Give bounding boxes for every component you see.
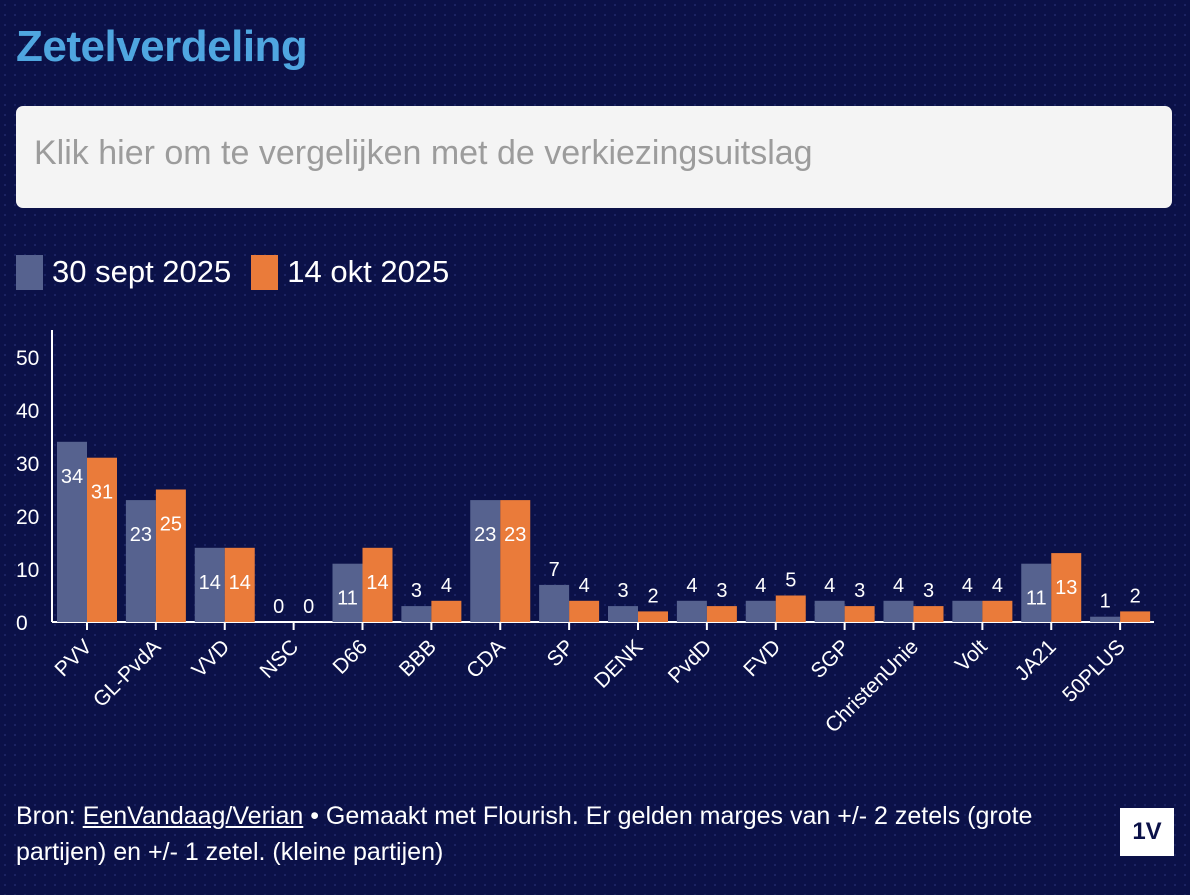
bar-CDA-series-1	[470, 500, 501, 622]
data-label-CDA-series-1: 23	[474, 524, 496, 546]
bar-GL-PvdA-series-2	[155, 489, 186, 622]
x-category-label-JA21: JA21	[1011, 635, 1061, 685]
data-label-DENK-series-1: 3	[617, 580, 628, 602]
bar-SGP-series-2	[844, 606, 875, 622]
footer-text: • Gemaakt met Flourish. Er gelden marges…	[16, 802, 1033, 866]
data-label-D66-series-2: 14	[366, 572, 388, 594]
x-category-label-FVD: FVD	[739, 635, 785, 681]
bar-JA21-series-1	[1021, 563, 1052, 622]
x-category-label-DENK: DENK	[590, 635, 648, 693]
bar-VVD-series-2	[224, 547, 255, 622]
bar-BBB-series-1	[401, 606, 432, 622]
data-label-DENK-series-2: 2	[647, 585, 658, 607]
legend-swatch-series-1	[16, 254, 43, 290]
bar-SP-series-1	[539, 584, 570, 622]
data-label-50PLUS-series-1: 1	[1100, 591, 1111, 613]
data-label-D66-series-1: 11	[337, 588, 358, 610]
x-category-label-SP: SP	[543, 635, 579, 671]
bar-SP-series-2	[569, 600, 600, 622]
bar-PVV-series-2	[87, 457, 117, 622]
bar-PvdD-series-2	[706, 606, 737, 622]
eenvandaag-logo: 1V	[1120, 808, 1174, 856]
page-title: Zetelverdeling	[16, 22, 308, 71]
data-label-SGP-series-1: 4	[824, 575, 835, 597]
bar-VVD-series-1	[194, 547, 225, 622]
bar-PVV-series-1	[57, 441, 87, 622]
data-label-PVV-series-2: 31	[91, 482, 113, 504]
bar-D66-series-2	[362, 547, 393, 622]
bar-50PLUS-series-2	[1120, 611, 1151, 622]
data-label-FVD-series-1: 4	[755, 575, 766, 597]
y-tick-label-0: 0	[16, 612, 28, 635]
data-label-GL-PvdA-series-2: 25	[160, 514, 182, 536]
data-label-PvdD-series-1: 4	[686, 575, 697, 597]
data-label-FVD-series-2: 5	[785, 570, 796, 592]
bar-CDA-series-2	[500, 500, 531, 622]
legend-swatch-series-2	[251, 254, 279, 290]
bar-50PLUS-series-1	[1090, 616, 1121, 622]
bar-JA21-series-2	[1051, 553, 1082, 622]
data-label-JA21-series-1: 11	[1026, 588, 1047, 610]
x-category-label-NSC: NSC	[256, 635, 304, 683]
compare-election-result-button[interactable]: Klik hier om te vergelijken met de verki…	[16, 106, 1172, 208]
x-category-label-BBB: BBB	[395, 635, 441, 681]
x-category-label-D66: D66	[329, 635, 373, 679]
y-tick-label-20: 20	[16, 506, 39, 529]
bar-FVD-series-2	[775, 595, 806, 622]
data-label-PVV-series-1: 34	[61, 466, 83, 488]
data-label-JA21-series-2: 13	[1055, 577, 1077, 599]
legend-label-series-1: 30 sept 2025	[52, 254, 232, 289]
data-label-NSC-series-2: 0	[303, 596, 314, 618]
data-label-Volt-series-1: 4	[962, 575, 973, 597]
source-link[interactable]: EenVandaag/Verian	[82, 802, 304, 830]
data-label-NSC-series-1: 0	[273, 596, 284, 618]
data-label-PvdD-series-2: 3	[716, 580, 727, 602]
x-category-label-VVD: VVD	[187, 635, 234, 682]
x-category-label-PvdD: PvdD	[664, 635, 717, 688]
data-label-SP-series-2: 4	[579, 575, 590, 597]
y-tick-label-30: 30	[16, 453, 39, 476]
bar-DENK-series-2	[638, 611, 668, 622]
bar-DENK-series-1	[608, 606, 638, 622]
data-label-BBB-series-2: 4	[441, 575, 452, 597]
bar-D66-series-1	[332, 563, 363, 622]
bar-Volt-series-2	[982, 600, 1013, 622]
data-label-SP-series-1: 7	[549, 559, 560, 581]
chart-legend: 30 sept 2025 14 okt 2025	[16, 254, 469, 290]
footer-note: Bron: EenVandaag/Verian • Gemaakt met Fl…	[16, 798, 1106, 870]
x-category-label-Volt: Volt	[951, 635, 992, 676]
y-tick-label-50: 50	[16, 347, 39, 370]
data-label-CDA-series-2: 23	[504, 524, 526, 546]
bar-GL-PvdA-series-1	[125, 500, 156, 622]
data-label-SGP-series-2: 3	[854, 580, 865, 602]
data-label-50PLUS-series-2: 2	[1130, 585, 1141, 607]
x-category-label-CDA: CDA	[462, 635, 510, 683]
bar-BBB-series-2	[431, 600, 462, 622]
data-label-ChristenUnie-series-2: 3	[923, 580, 934, 602]
data-label-BBB-series-1: 3	[411, 580, 422, 602]
legend-label-series-2: 14 okt 2025	[287, 254, 450, 289]
x-category-label-SGP: SGP	[807, 635, 855, 683]
x-category-label-50PLUS: 50PLUS	[1058, 635, 1130, 707]
bar-Volt-series-1	[952, 600, 983, 622]
x-category-label-PVV: PVV	[51, 635, 97, 681]
y-tick-label-10: 10	[16, 559, 39, 582]
bar-ChristenUnie-series-2	[913, 606, 944, 622]
bar-ChristenUnie-series-1	[883, 600, 914, 622]
footer-prefix: Bron:	[16, 802, 83, 830]
data-label-VVD-series-2: 14	[229, 572, 251, 594]
data-label-ChristenUnie-series-1: 4	[893, 575, 904, 597]
bar-SGP-series-1	[814, 600, 845, 622]
data-label-GL-PvdA-series-1: 23	[130, 524, 152, 546]
legend-item-series-1[interactable]: 30 sept 2025	[16, 254, 231, 290]
data-label-VVD-series-1: 14	[199, 572, 221, 594]
legend-item-series-2[interactable]: 14 okt 2025	[251, 254, 449, 290]
x-category-label-GL-PvdA: GL-PvdA	[89, 635, 166, 712]
y-tick-label-40: 40	[16, 400, 39, 423]
bar-PvdD-series-1	[676, 600, 707, 622]
bar-FVD-series-1	[745, 600, 776, 622]
data-label-Volt-series-2: 4	[992, 575, 1003, 597]
